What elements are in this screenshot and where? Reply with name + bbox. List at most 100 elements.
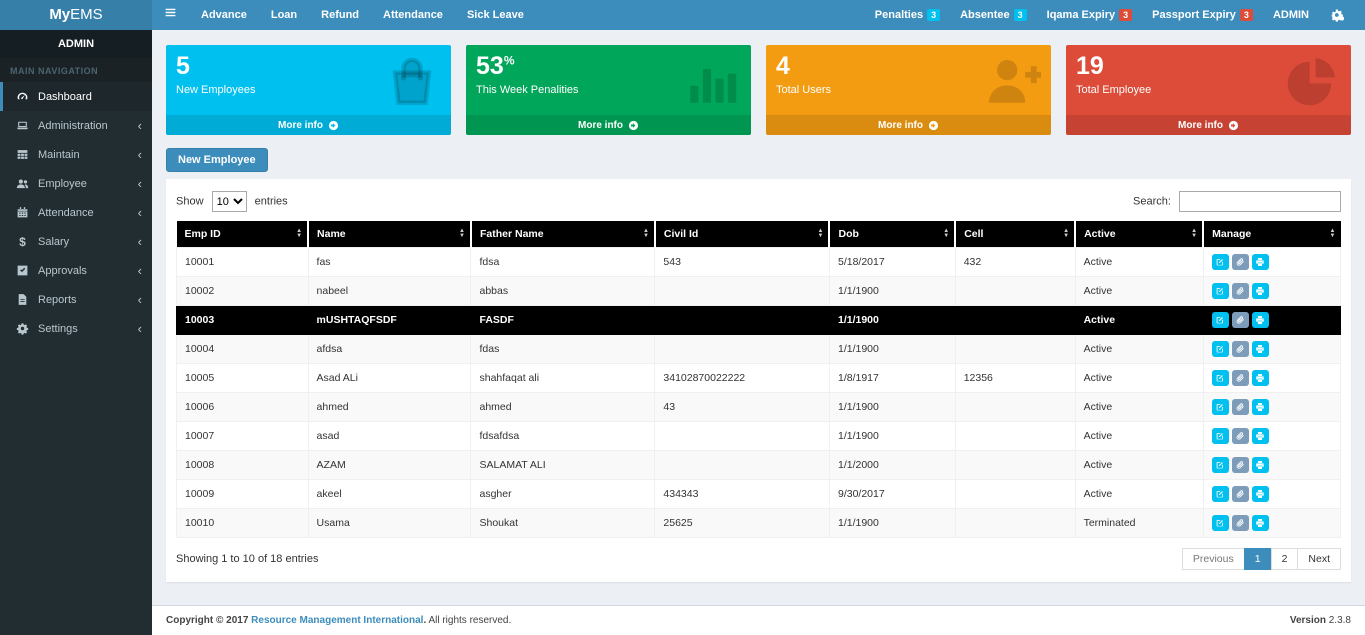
attach-button[interactable] [1231,283,1249,299]
nav-link-refund[interactable]: Refund [321,9,360,21]
sidebar-item-reports[interactable]: Reports ‹ [0,285,152,314]
attach-button[interactable] [1231,457,1249,473]
pagination-page-1[interactable]: 1 [1243,548,1272,570]
edit-button[interactable] [1211,457,1229,473]
edit-button[interactable] [1211,341,1229,357]
search-input[interactable] [1179,191,1341,212]
column-header-name[interactable]: Name ▲ ▼ [308,221,472,248]
table-row[interactable]: 10008 AZAM SALAMAT ALI 1/1/2000 Active [176,450,1342,480]
new-employee-button[interactable]: New Employee [166,148,268,172]
nav-item-admin[interactable]: ADMIN [1263,0,1319,30]
shopping-bag-icon [383,52,441,110]
sidebar-item-employee[interactable]: Employee ‹ [0,169,152,198]
edit-button[interactable] [1211,428,1229,444]
table-row[interactable]: 10001 fas fdsa 543 5/18/2017 432 Active [176,247,1342,277]
table-row[interactable]: 10007 asad fdsafdsa 1/1/1900 Active [176,421,1342,451]
sidebar-item-attendance[interactable]: Attendance ‹ [0,198,152,227]
nav-link-loan[interactable]: Loan [270,9,298,21]
nav-item-passport-expiry[interactable]: Passport Expiry 3 [1142,0,1263,30]
nav-item-absentee[interactable]: Absentee 3 [950,0,1037,30]
paperclip-icon [1235,315,1245,325]
table-row[interactable]: 10006 ahmed ahmed 43 1/1/1900 Active [176,392,1342,422]
sort-icon: ▲ ▼ [459,228,465,239]
edit-icon [1215,344,1225,354]
edit-button[interactable] [1211,486,1229,502]
sidebar-item-salary[interactable]: $ Salary ‹ [0,227,152,256]
column-header-emp-id[interactable]: Emp ID ▲ ▼ [176,221,310,248]
print-button[interactable] [1251,486,1269,502]
sidebar-item-maintain[interactable]: Maintain ‹ [0,140,152,169]
table-row[interactable]: 10004 afdsa fdas 1/1/1900 Active [176,334,1342,364]
attach-button[interactable] [1231,399,1249,415]
attach-button[interactable] [1231,515,1249,531]
company-link[interactable]: Resource Management International [251,615,424,626]
calendar-icon [15,206,30,219]
cell-manage [1202,334,1342,364]
print-button[interactable] [1251,341,1269,357]
more-info-link[interactable]: More info [766,115,1051,135]
attach-button[interactable] [1231,312,1249,328]
sidebar-toggle-button[interactable] [152,0,189,30]
nav-item-penalties[interactable]: Penalties 3 [865,0,950,30]
dollar-icon: $ [19,234,26,249]
attach-button[interactable] [1231,486,1249,502]
sidebar-item-administration[interactable]: Administration ‹ [0,111,152,140]
more-info-link[interactable]: More info [166,115,451,135]
pagination-previous-button[interactable]: Previous [1181,548,1245,570]
more-info-link[interactable]: More info [1066,115,1351,135]
print-button[interactable] [1251,428,1269,444]
print-icon [1255,286,1265,296]
sidebar-item-approvals[interactable]: Approvals ‹ [0,256,152,285]
print-button[interactable] [1251,515,1269,531]
print-button[interactable] [1251,254,1269,270]
app-logo[interactable]: MyEMS [0,0,152,30]
nav-link-sick-leave[interactable]: Sick Leave [466,9,524,21]
column-header-civil-id[interactable]: Civil Id ▲ ▼ [654,221,831,248]
print-button[interactable] [1251,457,1269,473]
column-header-active[interactable]: Active ▲ ▼ [1075,221,1205,248]
table-row[interactable]: 10002 nabeel abbas 1/1/1900 Active [176,276,1342,306]
cell-father-name: SALAMAT ALI [470,450,656,480]
sidebar-item-label: Approvals [38,264,87,277]
attach-button[interactable] [1231,428,1249,444]
edit-button[interactable] [1211,370,1229,386]
print-button[interactable] [1251,312,1269,328]
print-button[interactable] [1251,399,1269,415]
page-size-select[interactable]: 10 [211,191,247,212]
attach-button[interactable] [1231,370,1249,386]
edit-button[interactable] [1211,515,1229,531]
table-row[interactable]: 10005 Asad ALi shahfaqat ali 34102870022222… [176,363,1342,393]
pagination-next-button[interactable]: Next [1297,548,1341,570]
edit-button[interactable] [1211,254,1229,270]
column-header-manage[interactable]: Manage ▲ ▼ [1203,221,1341,248]
cell-civil-id: 434343 [654,479,830,509]
print-button[interactable] [1251,283,1269,299]
search-control: Search: [1133,191,1341,212]
attach-button[interactable] [1231,341,1249,357]
edit-button[interactable] [1211,399,1229,415]
column-header-cell[interactable]: Cell ▲ ▼ [955,221,1077,248]
nav-link-attendance[interactable]: Attendance [383,9,443,21]
sidebar-item-label: Attendance [38,206,94,219]
sidebar-item-settings[interactable]: Settings ‹ [0,314,152,343]
table-row[interactable]: 10003 mUSHTAQFSDF FASDF 1/1/1900 Active [176,305,1342,335]
edit-button[interactable] [1211,283,1229,299]
print-button[interactable] [1251,370,1269,386]
attach-button[interactable] [1231,254,1249,270]
table-row[interactable]: 10010 Usama Shoukat 25625 1/1/1900 Terminated [176,508,1342,538]
more-info-link[interactable]: More info [466,115,751,135]
pagination-page-2[interactable]: 2 [1270,548,1299,570]
edit-icon [1215,315,1225,325]
table-row[interactable]: 10009 akeel asgher 434343 9/30/2017 Active [176,479,1342,509]
cell-civil-id [654,276,830,306]
column-header-father-name[interactable]: Father Name ▲ ▼ [470,221,656,248]
nav-item-iqama-expiry[interactable]: Iqama Expiry 3 [1037,0,1143,30]
rights-text: All rights reserved. [428,615,512,626]
sidebar-item-dashboard[interactable]: Dashboard [0,82,152,111]
gears-icon[interactable] [1319,8,1357,22]
nav-link-advance[interactable]: Advance [201,9,247,21]
cell-active: Active [1074,276,1204,306]
column-header-dob[interactable]: Dob ▲ ▼ [829,221,957,248]
cell-cell [954,508,1076,538]
edit-button[interactable] [1211,312,1229,328]
